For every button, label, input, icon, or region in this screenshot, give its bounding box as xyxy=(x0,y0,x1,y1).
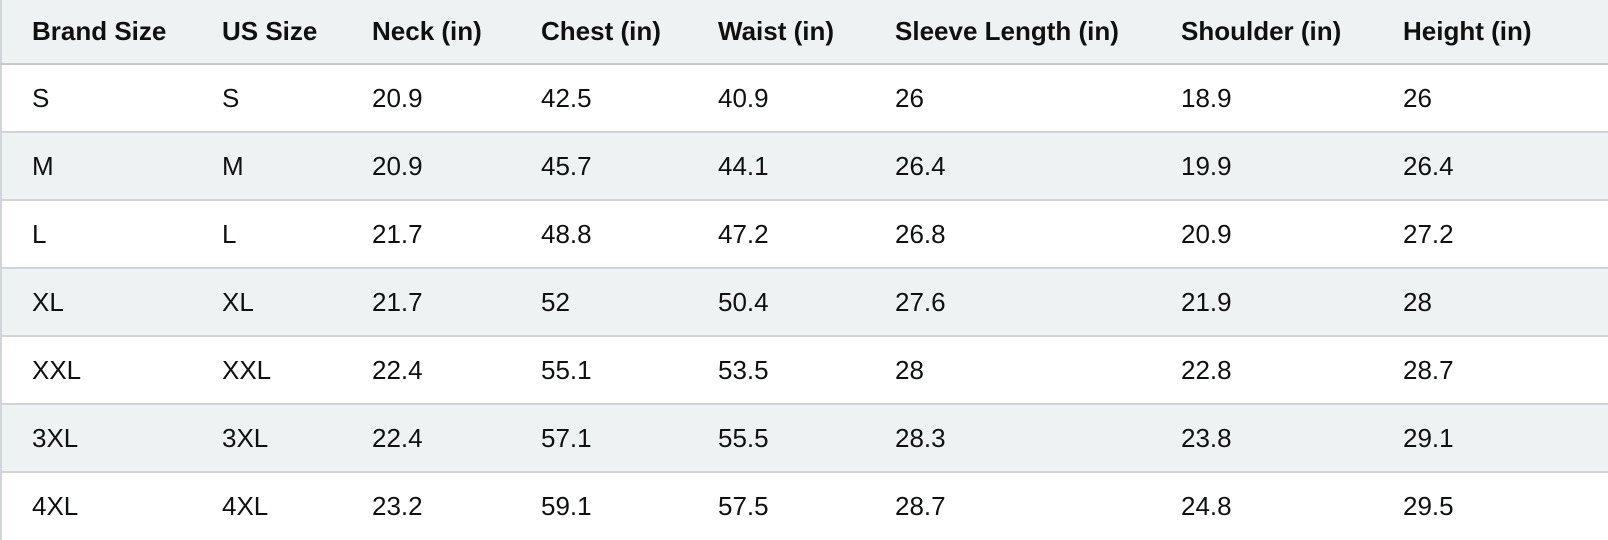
cell-us-size: M xyxy=(192,132,342,201)
cell-neck: 20.9 xyxy=(342,64,511,133)
cell-brand-size: XL xyxy=(1,268,192,337)
cell-neck: 22.4 xyxy=(342,404,511,473)
header-row: Brand Size US Size Neck (in) Chest (in) … xyxy=(1,0,1608,65)
table-row: 3XL 3XL 22.4 57.1 55.5 28.3 23.8 29.1 xyxy=(1,404,1608,473)
cell-height: 26 xyxy=(1373,64,1608,133)
cell-sleeve-length: 26.8 xyxy=(865,200,1151,269)
cell-sleeve-length: 26.4 xyxy=(865,132,1151,201)
table-row: 4XL 4XL 23.2 59.1 57.5 28.7 24.8 29.5 xyxy=(1,472,1608,540)
cell-waist: 57.5 xyxy=(718,491,769,521)
cell-shoulder: 24.8 xyxy=(1181,491,1232,521)
cell-us-size: S xyxy=(192,64,342,133)
cell-height: 29.5 xyxy=(1403,491,1454,521)
header-height: Height (in) xyxy=(1373,0,1608,65)
header-shoulder: Shoulder (in) xyxy=(1151,0,1373,65)
table-row: XXL XXL 22.4 55.1 53.5 28 22.8 28.7 xyxy=(1,336,1608,405)
header-neck: Neck (in) xyxy=(342,0,511,65)
cell-waist: 40.9 xyxy=(688,64,865,133)
cell-height: 28 xyxy=(1373,268,1608,337)
cell-shoulder: 22.8 xyxy=(1151,336,1373,405)
table-header: Brand Size US Size Neck (in) Chest (in) … xyxy=(1,0,1608,65)
cell-neck: 21.7 xyxy=(342,268,511,337)
cell-brand-size: M xyxy=(1,132,192,201)
cell-chest: 52 xyxy=(511,268,688,337)
cell-shoulder: 19.9 xyxy=(1151,132,1373,201)
cell-brand-size: L xyxy=(1,200,192,269)
cell-us-size: XXL xyxy=(192,336,342,405)
table-body: S S 20.9 42.5 40.9 26 18.9 26 M M 20.9 4… xyxy=(1,64,1608,540)
cell-waist: 44.1 xyxy=(688,132,865,201)
cell-us-size: 4XL xyxy=(222,491,269,521)
cell-neck: 21.7 xyxy=(342,200,511,269)
cell-us-size: XL xyxy=(192,268,342,337)
cell-brand-size: 4XL xyxy=(32,491,79,521)
cell-height: 28.7 xyxy=(1373,336,1608,405)
table-row: XL XL 21.7 52 50.4 27.6 21.9 28 xyxy=(1,268,1608,337)
cell-brand-size: XXL xyxy=(1,336,192,405)
cell-sleeve-length: 28.7 xyxy=(895,491,946,521)
cell-chest: 48.8 xyxy=(511,200,688,269)
cell-chest: 42.5 xyxy=(511,64,688,133)
cell-shoulder: 21.9 xyxy=(1151,268,1373,337)
header-waist: Waist (in) xyxy=(688,0,865,65)
cell-height: 27.2 xyxy=(1373,200,1608,269)
cell-height: 29.1 xyxy=(1373,404,1608,473)
cell-us-size: L xyxy=(192,200,342,269)
table-row: L L 21.7 48.8 47.2 26.8 20.9 27.2 xyxy=(1,200,1608,269)
cell-waist: 50.4 xyxy=(688,268,865,337)
header-us-size: US Size xyxy=(192,0,342,65)
cell-sleeve-length: 26 xyxy=(865,64,1151,133)
cell-neck: 22.4 xyxy=(342,336,511,405)
cell-chest: 57.1 xyxy=(511,404,688,473)
cell-waist: 53.5 xyxy=(688,336,865,405)
cell-sleeve-length: 28 xyxy=(865,336,1151,405)
cell-height: 26.4 xyxy=(1373,132,1608,201)
cell-shoulder: 20.9 xyxy=(1151,200,1373,269)
cell-chest: 45.7 xyxy=(511,132,688,201)
cell-brand-size: 3XL xyxy=(1,404,192,473)
cell-neck: 20.9 xyxy=(342,132,511,201)
cell-waist: 55.5 xyxy=(688,404,865,473)
cell-neck: 23.2 xyxy=(372,491,423,521)
cell-sleeve-length: 27.6 xyxy=(865,268,1151,337)
header-chest: Chest (in) xyxy=(511,0,688,65)
cell-waist: 47.2 xyxy=(688,200,865,269)
header-sleeve-length: Sleeve Length (in) xyxy=(865,0,1151,65)
cell-shoulder: 23.8 xyxy=(1151,404,1373,473)
cell-us-size: 3XL xyxy=(192,404,342,473)
cell-sleeve-length: 28.3 xyxy=(865,404,1151,473)
table-row: M M 20.9 45.7 44.1 26.4 19.9 26.4 xyxy=(1,132,1608,201)
table-row: S S 20.9 42.5 40.9 26 18.9 26 xyxy=(1,64,1608,133)
cell-chest: 55.1 xyxy=(511,336,688,405)
cell-brand-size: S xyxy=(1,64,192,133)
header-brand-size: Brand Size xyxy=(1,0,192,65)
cell-shoulder: 18.9 xyxy=(1151,64,1373,133)
cell-chest: 59.1 xyxy=(541,491,592,521)
